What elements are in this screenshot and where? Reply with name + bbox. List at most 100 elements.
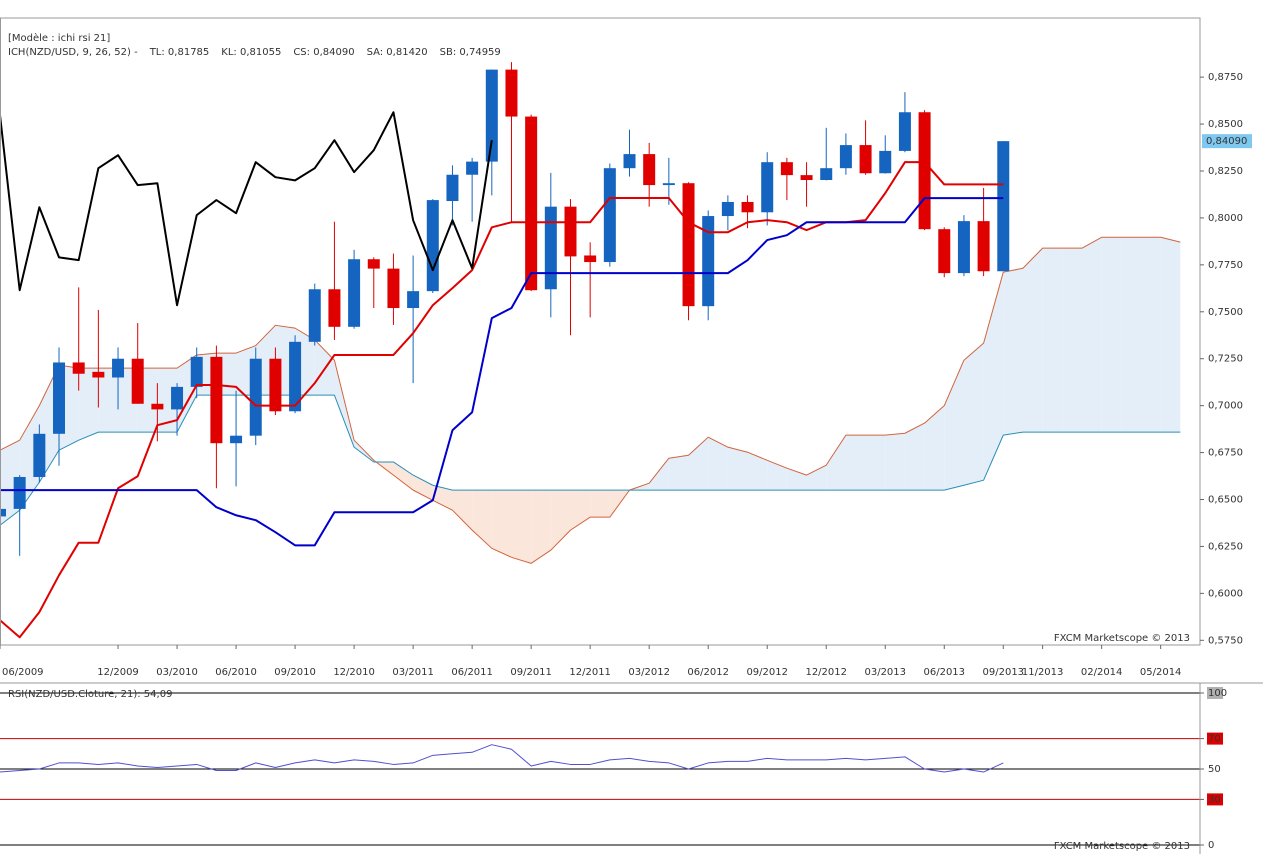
cloud-fill [157, 368, 178, 433]
cloud-fill [668, 455, 689, 491]
candle-body [171, 386, 184, 410]
candle-body [682, 183, 695, 307]
candle-body [977, 221, 990, 272]
candle-body [72, 362, 85, 374]
candle-body [623, 154, 636, 169]
cloud-fill [708, 437, 728, 491]
candle-body [0, 508, 6, 517]
y-tick-label: 0,7000 [1208, 401, 1243, 412]
last-price-label: 0,84090 [1206, 136, 1247, 147]
candle-body [249, 358, 262, 436]
cloud-fill [944, 360, 964, 491]
tick-label-box [1207, 763, 1223, 775]
candle-body [230, 435, 243, 444]
cloud-fill [963, 343, 984, 486]
cloud-fill [904, 423, 925, 491]
cloud-fill [511, 490, 532, 564]
candle-body [564, 206, 577, 257]
y-tick-label: 50 [1208, 764, 1221, 775]
cloud-fill [649, 458, 669, 491]
tick-label-box [1207, 839, 1223, 851]
candle-body [308, 289, 321, 342]
x-tick-label: 06/2011 [451, 667, 493, 678]
x-tick-label: 12/2011 [569, 667, 611, 678]
candle-body [662, 183, 675, 186]
y-tick-label: 0,8250 [1208, 166, 1243, 177]
x-tick-label: 09/2010 [274, 667, 316, 678]
x-tick-label: 12/2010 [333, 667, 375, 678]
candle-body [485, 69, 498, 162]
cloud-fill [688, 437, 709, 491]
candle-body [151, 403, 164, 410]
candle-body [426, 200, 439, 292]
cloud-fill [590, 490, 610, 518]
x-tick-label: 12/2012 [805, 667, 847, 678]
cloud-fill [1101, 237, 1122, 433]
rsi-title: RSI(NZD/USD.Cloture, 21): 54,09 [8, 689, 172, 700]
cloud-fill [865, 435, 886, 491]
candle-body [584, 255, 597, 263]
candle-body [741, 201, 754, 213]
candle-body [348, 259, 361, 327]
candle-body [544, 206, 557, 290]
candle-body [33, 433, 46, 477]
x-tick-label: 03/2012 [628, 667, 670, 678]
header-item: TL: 0,81785 [149, 47, 210, 58]
candle-body [13, 476, 26, 509]
cloud-fill [983, 272, 1004, 481]
indicator-line [0, 111, 493, 307]
cloud-fill [78, 368, 99, 441]
x-tick-label: 03/2010 [156, 667, 198, 678]
x-tick-label: 09/2011 [510, 667, 552, 678]
plot-area [0, 62, 1181, 639]
x-tick-label: 06/2012 [687, 667, 729, 678]
candle-body [879, 150, 892, 174]
candle-body [210, 356, 223, 444]
x-tick-label: 03/2013 [864, 667, 906, 678]
y-tick-label: 0,6250 [1208, 541, 1243, 552]
header-item: ICH(NZD/USD, 9, 26, 52) - [8, 47, 138, 58]
cloud-fill [1081, 237, 1102, 433]
candle-body [367, 259, 380, 269]
cloud-fill [491, 490, 512, 558]
candle-body [269, 358, 282, 412]
chart-subtitle: [Modèle : ichi rsi 21] [8, 32, 110, 44]
y-tick-label: 0,7750 [1208, 260, 1243, 271]
candle-body [505, 69, 518, 117]
watermark: FXCM Marketscope © 2013 [1054, 841, 1190, 852]
candle-body [328, 289, 341, 327]
y-tick-label: 0,8750 [1208, 72, 1243, 83]
y-tick-label: 0,8500 [1208, 119, 1243, 130]
candle-body [466, 161, 479, 175]
cloud-fill [1121, 237, 1141, 433]
candle-body [721, 201, 734, 217]
candle-body [918, 112, 931, 230]
y-tick-label: 0,6500 [1208, 495, 1243, 506]
x-tick-label: 09/2013 [983, 667, 1025, 678]
cloud-fill [1042, 248, 1063, 433]
candle-body [387, 268, 400, 309]
candle-body [839, 145, 852, 169]
cloud-fill [550, 490, 571, 551]
cloud-fill [1062, 248, 1082, 433]
candle-body [997, 141, 1010, 272]
cloud-fill [472, 490, 492, 549]
candle-body [820, 168, 833, 181]
candle-body [603, 168, 616, 263]
cloud-fill [432, 485, 453, 511]
cloud-fill [924, 405, 945, 491]
candle-body [112, 358, 125, 378]
candle-body [92, 371, 105, 378]
candle-body [190, 356, 203, 387]
candle-body [898, 112, 911, 151]
y-tick-label: 100 [1208, 688, 1227, 699]
header-item: CS: 0,84090 [293, 47, 354, 58]
tick-label-box [1207, 793, 1223, 806]
cloud-fill [98, 368, 119, 433]
candle-body [780, 162, 793, 176]
y-tick-label: 0,8000 [1208, 213, 1243, 224]
cloud-fill [531, 490, 551, 564]
cloud-fill [747, 452, 768, 491]
header-item: KL: 0,81055 [221, 47, 281, 58]
candle-body [938, 229, 951, 274]
